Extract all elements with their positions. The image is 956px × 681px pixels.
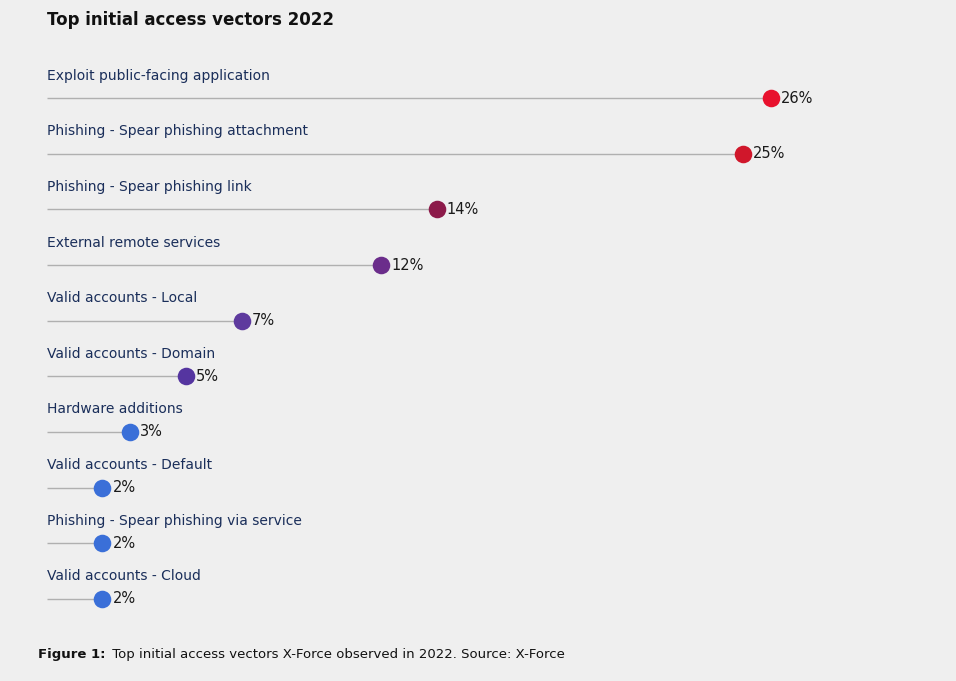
Text: 2%: 2% [113,480,136,495]
Text: Top initial access vectors 2022: Top initial access vectors 2022 [47,11,334,29]
Text: 3%: 3% [141,424,163,439]
Text: Phishing - Spear phishing via service: Phishing - Spear phishing via service [47,513,301,528]
Text: Phishing - Spear phishing link: Phishing - Spear phishing link [47,180,251,194]
Text: 12%: 12% [391,257,424,272]
Point [95,482,110,493]
Point [763,93,778,104]
Text: 5%: 5% [196,369,219,384]
Point [234,315,250,326]
Text: 2%: 2% [113,536,136,551]
Text: 7%: 7% [251,313,274,328]
Point [122,426,138,437]
Text: 2%: 2% [113,591,136,606]
Text: 26%: 26% [781,91,814,106]
Text: Valid accounts - Domain: Valid accounts - Domain [47,347,215,361]
Text: 25%: 25% [753,146,786,161]
Text: Exploit public-facing application: Exploit public-facing application [47,69,270,82]
Text: Top initial access vectors X-Force observed in 2022. Source: X-Force: Top initial access vectors X-Force obser… [108,648,565,661]
Text: 14%: 14% [446,202,479,217]
Point [178,371,193,382]
Text: Valid accounts - Default: Valid accounts - Default [47,458,211,472]
Text: External remote services: External remote services [47,236,220,249]
Text: Valid accounts - Local: Valid accounts - Local [47,291,197,305]
Text: Phishing - Spear phishing attachment: Phishing - Spear phishing attachment [47,125,308,138]
Text: Figure 1:: Figure 1: [38,648,106,661]
Text: Valid accounts - Cloud: Valid accounts - Cloud [47,569,201,583]
Point [429,204,445,215]
Point [95,538,110,549]
Text: Hardware additions: Hardware additions [47,402,183,416]
Point [95,593,110,604]
Point [373,259,388,270]
Point [735,148,750,159]
